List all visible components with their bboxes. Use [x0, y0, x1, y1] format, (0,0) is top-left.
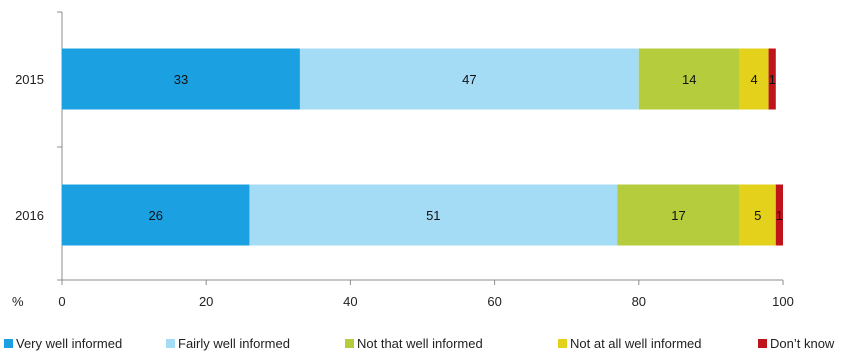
legend-swatch: [166, 339, 175, 348]
bars-layer: 33 47 14 4 126 51 17 5 1: [62, 48, 783, 246]
legend: Very well informed Fairly well informed No…: [4, 336, 835, 351]
bar-segment: [638, 48, 740, 110]
data-label: 26: [148, 208, 162, 223]
bar-segment: [739, 48, 769, 110]
bar-segment: [62, 48, 300, 110]
x-axis-label: %: [12, 294, 24, 309]
x-tick-label: 0: [58, 294, 65, 309]
legend-label: Not that well informed: [357, 336, 483, 351]
legend-label: Don’t know: [770, 336, 835, 351]
legend-swatch: [558, 339, 567, 348]
axis-layer: 0 20 40 60 80 100% 2015 2016: [12, 11, 794, 309]
data-label: 5: [754, 208, 761, 223]
x-tick-label: 40: [343, 294, 357, 309]
legend-label: Fairly well informed: [178, 336, 290, 351]
legend-label: Not at all well informed: [570, 336, 702, 351]
bar-segment: [775, 184, 783, 246]
data-label: 47: [462, 72, 476, 87]
legend-swatch: [345, 339, 354, 348]
bar-segment: [62, 184, 250, 246]
bar-segment: [299, 48, 639, 110]
legend-label: Very well informed: [16, 336, 122, 351]
x-tick-label: 60: [487, 294, 501, 309]
x-tick-label: 80: [632, 294, 646, 309]
bar-segment: [739, 184, 776, 246]
data-label: 1: [769, 72, 776, 87]
bar-segment: [249, 184, 618, 246]
data-label: 1: [776, 208, 783, 223]
legend-swatch: [4, 339, 13, 348]
x-tick-label: 100: [772, 294, 794, 309]
data-label: 17: [671, 208, 685, 223]
data-label: 4: [751, 72, 758, 87]
data-label: 33: [174, 72, 188, 87]
x-tick-label: 20: [199, 294, 213, 309]
category-label: 2015: [15, 72, 44, 87]
legend-swatch: [758, 339, 767, 348]
data-label: 14: [682, 72, 696, 87]
bar-segment: [768, 48, 776, 110]
bar-segment: [617, 184, 740, 246]
data-label: 51: [426, 208, 440, 223]
category-label: 2016: [15, 208, 44, 223]
